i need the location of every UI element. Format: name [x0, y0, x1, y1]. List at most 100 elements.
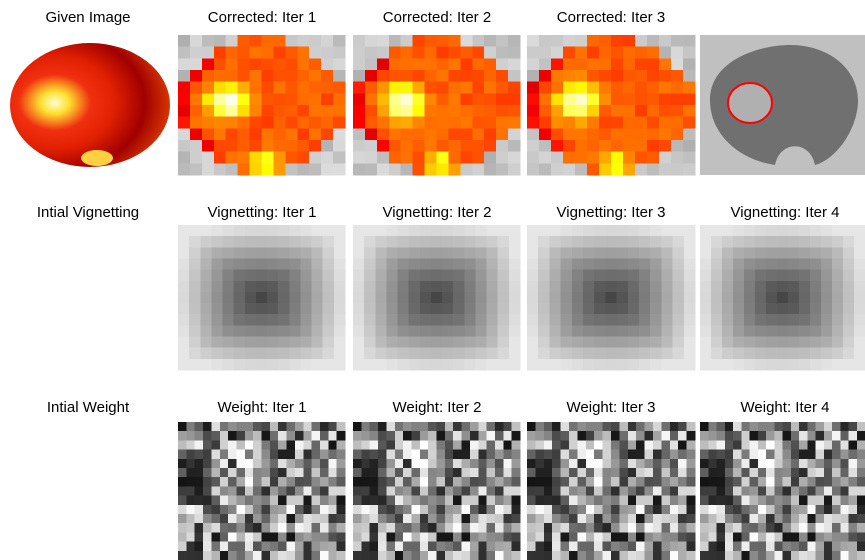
pixel	[619, 551, 628, 560]
pixel	[711, 258, 723, 270]
pixel	[594, 486, 603, 496]
pixel	[700, 303, 712, 315]
pixel	[512, 514, 521, 524]
pixel	[437, 152, 449, 164]
pixel	[503, 486, 512, 496]
pixel	[378, 542, 387, 552]
pixel	[684, 292, 696, 304]
pixel	[442, 314, 454, 326]
pixel	[321, 140, 333, 152]
pixel	[552, 551, 561, 560]
pixel	[619, 450, 628, 460]
pixel	[611, 450, 620, 460]
pixel	[403, 486, 412, 496]
pixel	[670, 422, 679, 432]
pixel	[361, 422, 370, 432]
pixel	[577, 422, 586, 432]
pixel	[605, 270, 617, 282]
pixel	[245, 422, 254, 432]
pixel	[816, 514, 825, 524]
pixel	[178, 486, 187, 496]
pixel	[684, 270, 696, 282]
pixel	[278, 542, 287, 552]
pixel	[377, 35, 389, 47]
pixel	[334, 314, 346, 326]
pixel	[431, 270, 443, 282]
pixel	[462, 514, 471, 524]
pixel	[645, 468, 654, 478]
pixel	[722, 247, 734, 259]
pixel	[320, 523, 329, 533]
pixel	[708, 514, 717, 524]
pixel	[431, 314, 443, 326]
pixel	[245, 314, 257, 326]
pixel	[496, 117, 508, 129]
pixel	[389, 152, 401, 164]
pixel	[849, 477, 858, 487]
pixel	[364, 225, 376, 237]
pixel	[409, 281, 421, 293]
pixel	[431, 337, 443, 349]
pixel	[245, 281, 257, 293]
pixel	[389, 163, 401, 175]
pixel	[636, 422, 645, 432]
pixel	[353, 459, 362, 469]
pixel	[700, 348, 712, 360]
pixel	[683, 117, 696, 129]
pixel	[395, 459, 404, 469]
pixel	[437, 422, 446, 432]
pixel	[437, 496, 446, 506]
pixel	[226, 105, 238, 117]
pixel	[464, 258, 476, 270]
pixel	[287, 431, 296, 441]
pixel	[200, 247, 212, 259]
pixel	[503, 523, 512, 533]
pixel	[628, 258, 640, 270]
pixel	[807, 496, 816, 506]
pixel	[824, 551, 833, 560]
pixel	[495, 477, 504, 487]
pixel	[303, 532, 312, 542]
pixel	[561, 258, 573, 270]
pixel	[498, 314, 510, 326]
pixel	[238, 70, 250, 82]
pixel	[799, 496, 808, 506]
pixel	[202, 82, 214, 94]
pixel	[323, 247, 335, 259]
pixel	[538, 281, 550, 293]
pixel	[821, 236, 833, 248]
pixel	[783, 542, 792, 552]
pixel	[755, 258, 767, 270]
pixel	[750, 542, 759, 552]
pixel	[328, 477, 337, 487]
pixel	[431, 325, 443, 337]
pixel	[448, 70, 460, 82]
pixel	[700, 292, 712, 304]
pixel	[297, 117, 309, 129]
pixel	[211, 422, 220, 432]
pixel	[226, 140, 238, 152]
pixel	[472, 93, 484, 105]
pixel	[333, 140, 345, 152]
pixel	[508, 163, 520, 175]
pixel	[334, 348, 346, 360]
pixel	[683, 140, 696, 152]
pixel	[189, 292, 201, 304]
pixel	[670, 459, 679, 469]
pixel	[178, 505, 187, 515]
pixel	[750, 431, 759, 441]
pixel	[645, 514, 654, 524]
pixel	[508, 105, 520, 117]
pixel	[320, 551, 329, 560]
pixel	[420, 422, 429, 432]
pixel	[552, 486, 561, 496]
pixel	[278, 505, 287, 515]
pixel	[816, 496, 825, 506]
pixel	[211, 270, 223, 282]
pixel	[211, 459, 220, 469]
pixel	[370, 505, 379, 515]
pixel	[364, 258, 376, 270]
pixel	[783, 440, 792, 450]
pixel	[628, 450, 637, 460]
pixel	[245, 459, 254, 469]
